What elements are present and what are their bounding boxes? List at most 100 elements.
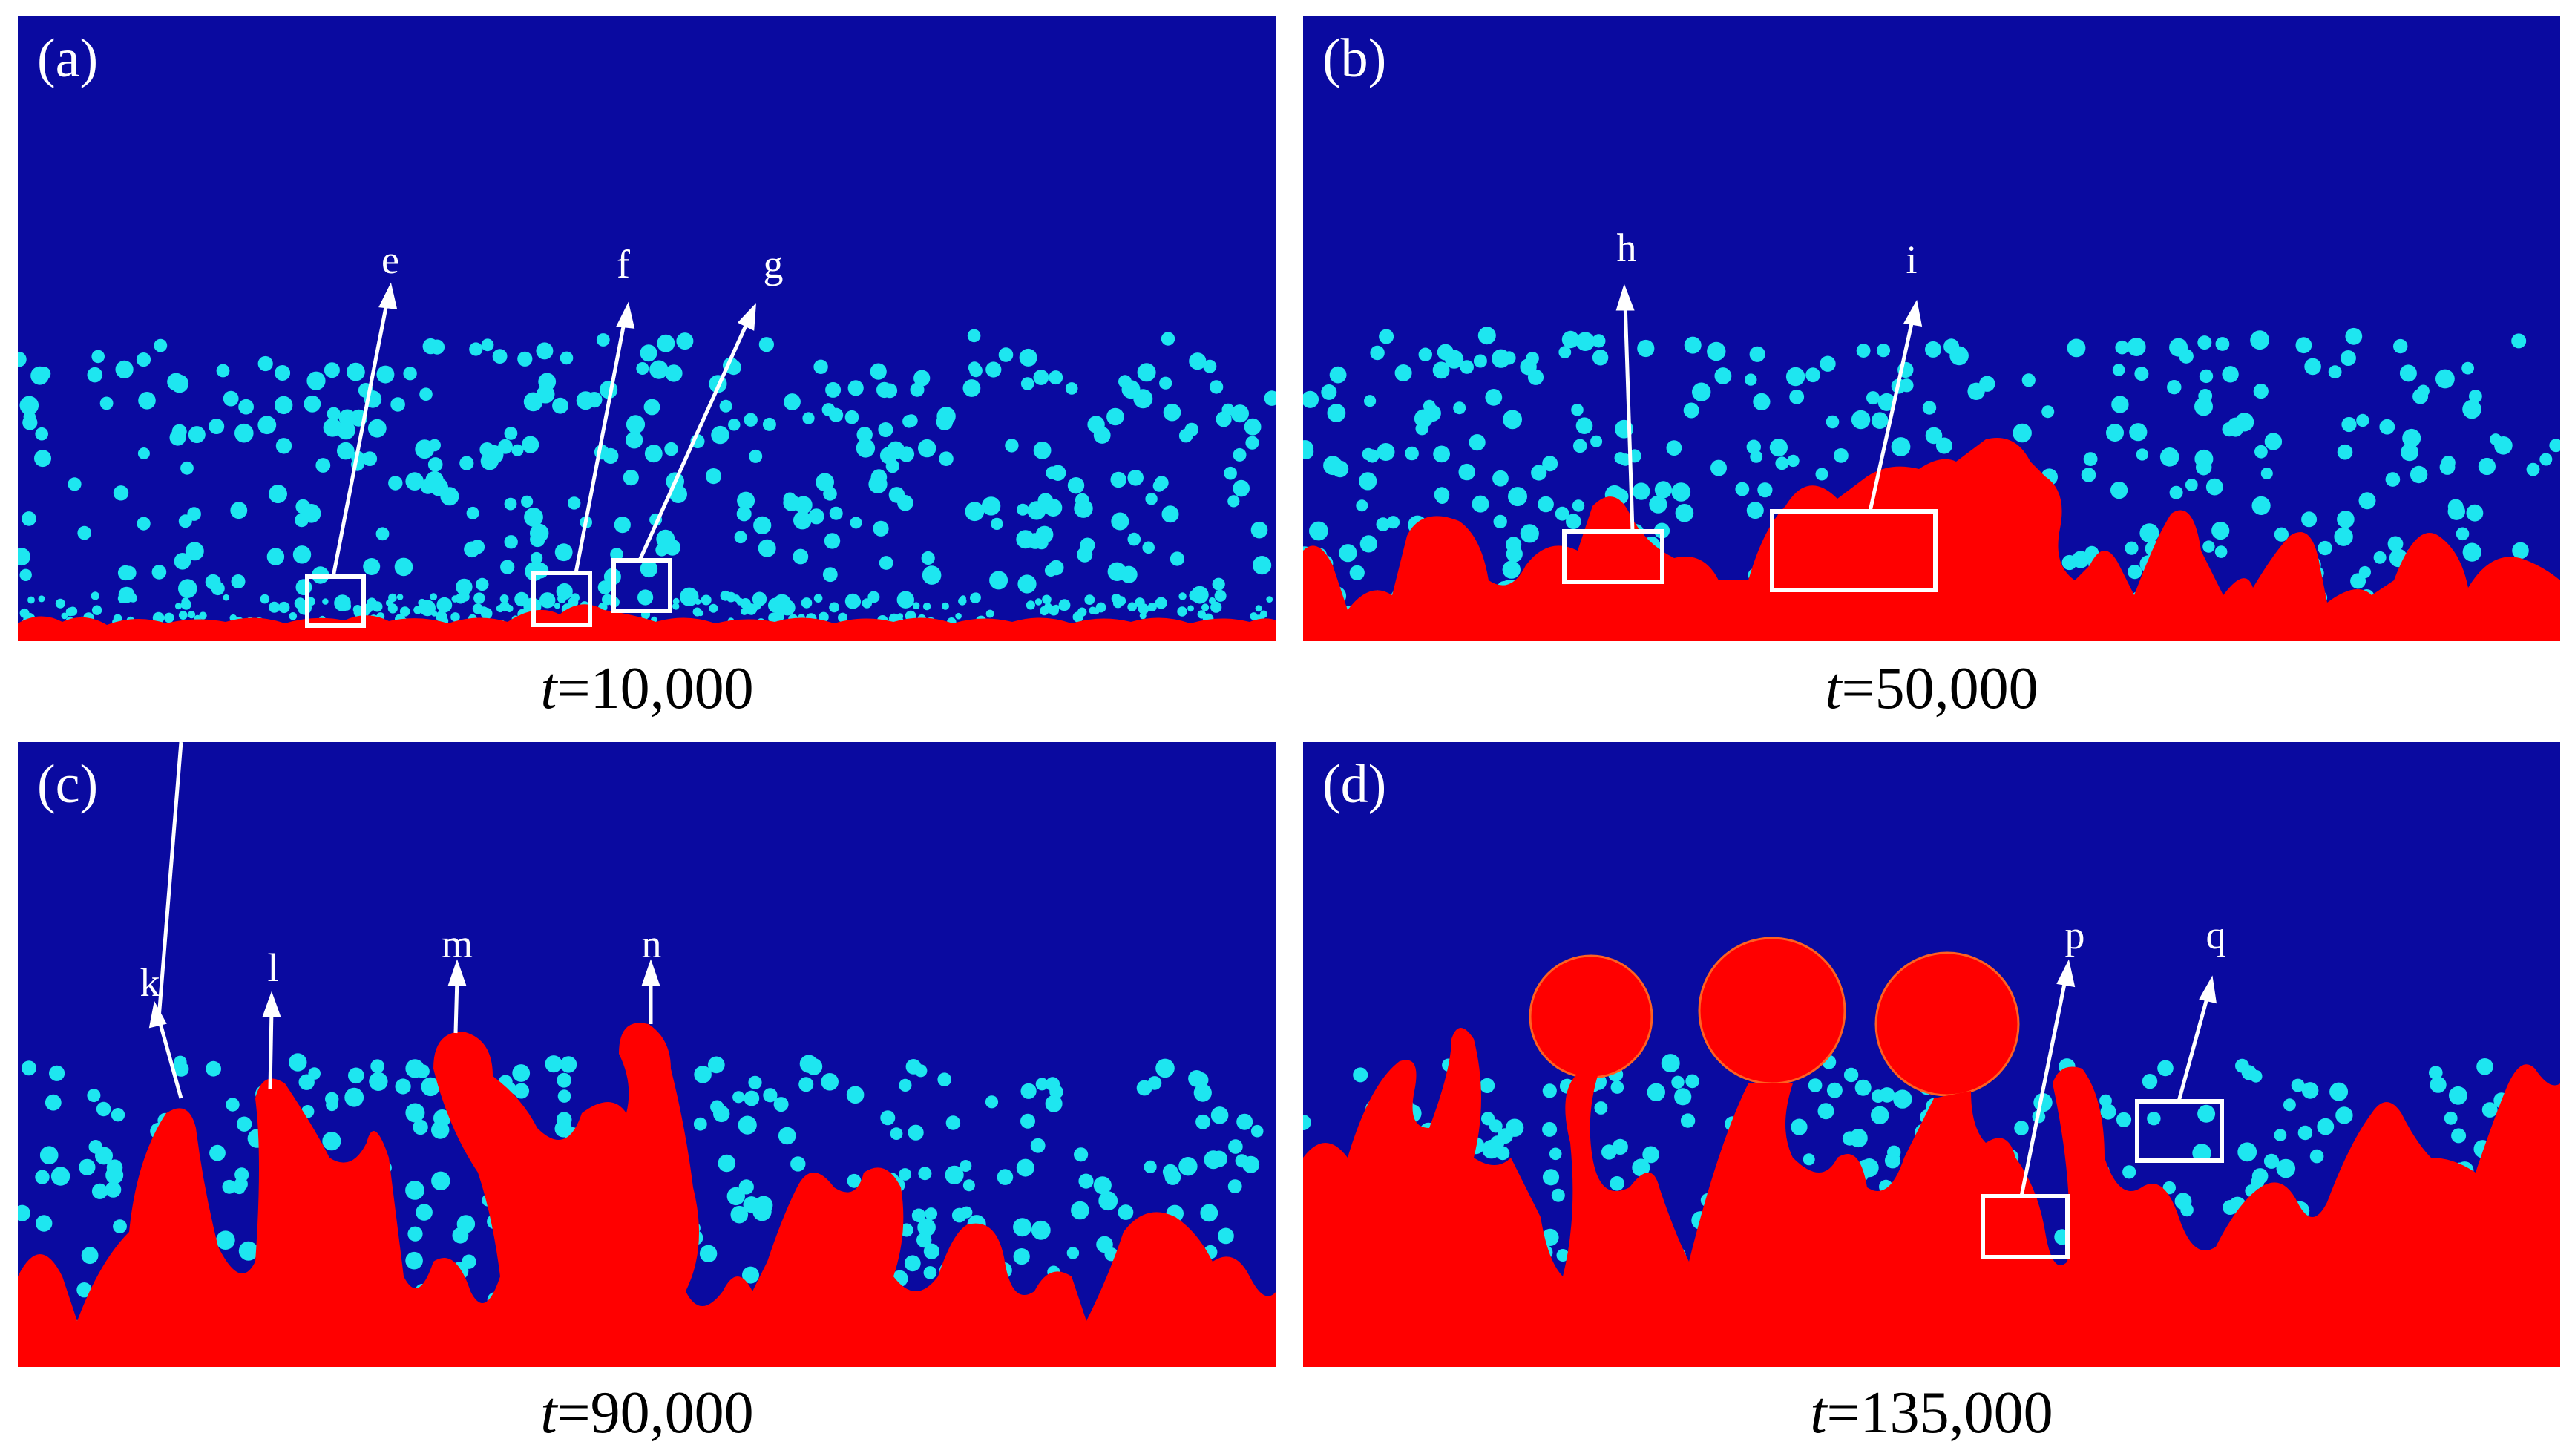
particle	[2345, 327, 2363, 345]
particle	[1144, 1160, 1157, 1173]
particle	[942, 602, 949, 610]
particle	[1327, 404, 1346, 422]
particle	[18, 351, 27, 367]
particle	[1386, 516, 1400, 529]
particle	[719, 399, 732, 413]
particle	[1805, 367, 1820, 383]
particle	[2250, 330, 2269, 350]
particle	[2222, 366, 2239, 383]
particle	[2318, 540, 2332, 556]
particle	[1178, 592, 1187, 600]
particle	[743, 1196, 760, 1213]
particle	[1016, 1158, 1034, 1177]
particle	[234, 1167, 249, 1182]
callout-label-i: i	[1906, 237, 1917, 282]
time-caption-c: t=90,000	[540, 1380, 754, 1446]
highlight-box-f	[531, 571, 592, 627]
particle	[824, 533, 841, 549]
particle	[1089, 606, 1097, 614]
particle	[1020, 1083, 1037, 1099]
particle	[1566, 514, 1581, 529]
particle	[2385, 472, 2401, 487]
particle	[1900, 378, 1914, 393]
callout-label-n: n	[642, 922, 662, 966]
particle	[2476, 1058, 2493, 1075]
particle	[1575, 417, 1593, 434]
particle	[2494, 436, 2513, 455]
particle	[1458, 463, 1475, 481]
particle	[137, 517, 151, 531]
particle	[2205, 478, 2223, 496]
particle	[664, 539, 680, 556]
particle	[1178, 428, 1193, 443]
particle	[1527, 369, 1544, 385]
particle	[879, 556, 893, 570]
particle	[1107, 562, 1127, 581]
particle	[36, 1215, 53, 1232]
particle	[1558, 346, 1572, 358]
particle	[960, 1160, 972, 1172]
particle	[1303, 440, 1314, 457]
particle	[231, 574, 246, 588]
particle	[736, 506, 752, 522]
particle	[1647, 1083, 1665, 1101]
particle	[1020, 377, 1034, 390]
particle	[873, 520, 889, 537]
particle	[481, 338, 494, 352]
particle	[1856, 344, 1871, 358]
particle	[1418, 347, 1432, 361]
particle	[1244, 418, 1262, 436]
particle	[2169, 485, 2183, 499]
particle	[2129, 423, 2148, 442]
particle	[388, 476, 403, 491]
particle	[2429, 1066, 2443, 1080]
particle	[945, 1165, 964, 1184]
particle	[2466, 504, 2484, 522]
particle	[185, 542, 204, 561]
particle	[1572, 439, 1587, 453]
particle	[732, 1091, 745, 1104]
particle	[1145, 493, 1158, 505]
particle	[79, 1158, 96, 1175]
particle	[821, 403, 836, 416]
particle	[989, 571, 1008, 590]
particle	[505, 604, 514, 613]
particle	[2014, 1121, 2029, 1135]
particle	[529, 396, 542, 408]
droplet-large-3	[1874, 951, 2020, 1097]
particle	[1031, 1220, 1051, 1240]
particle	[1502, 351, 1516, 365]
particle	[1549, 1147, 1562, 1161]
particle	[694, 1066, 712, 1083]
particle	[773, 1097, 789, 1112]
particle	[1365, 449, 1380, 463]
particle	[896, 613, 904, 620]
highlight-box-i	[1770, 509, 1938, 592]
particle	[322, 598, 329, 605]
particle	[476, 577, 489, 591]
particle	[793, 548, 809, 565]
particle	[18, 548, 30, 566]
panel-letter-c: (c)	[37, 754, 99, 815]
particle	[223, 390, 239, 407]
particle	[1542, 1121, 1558, 1137]
callout-arrow-m	[453, 977, 459, 1034]
particle	[431, 1171, 450, 1190]
particle	[1601, 1144, 1617, 1160]
particle	[2021, 373, 2036, 387]
particle	[968, 361, 981, 374]
particle	[1210, 1106, 1229, 1124]
particle	[718, 1154, 736, 1173]
particle	[1013, 1248, 1030, 1265]
particle	[665, 364, 683, 382]
particle	[295, 579, 312, 596]
particle	[514, 1083, 530, 1099]
particle	[1555, 506, 1569, 521]
particle	[896, 591, 915, 609]
particle	[2335, 1106, 2353, 1124]
particle	[560, 351, 574, 365]
particle	[1253, 556, 1272, 575]
particle	[1200, 1204, 1218, 1222]
particle	[822, 567, 838, 583]
particle	[479, 442, 495, 457]
